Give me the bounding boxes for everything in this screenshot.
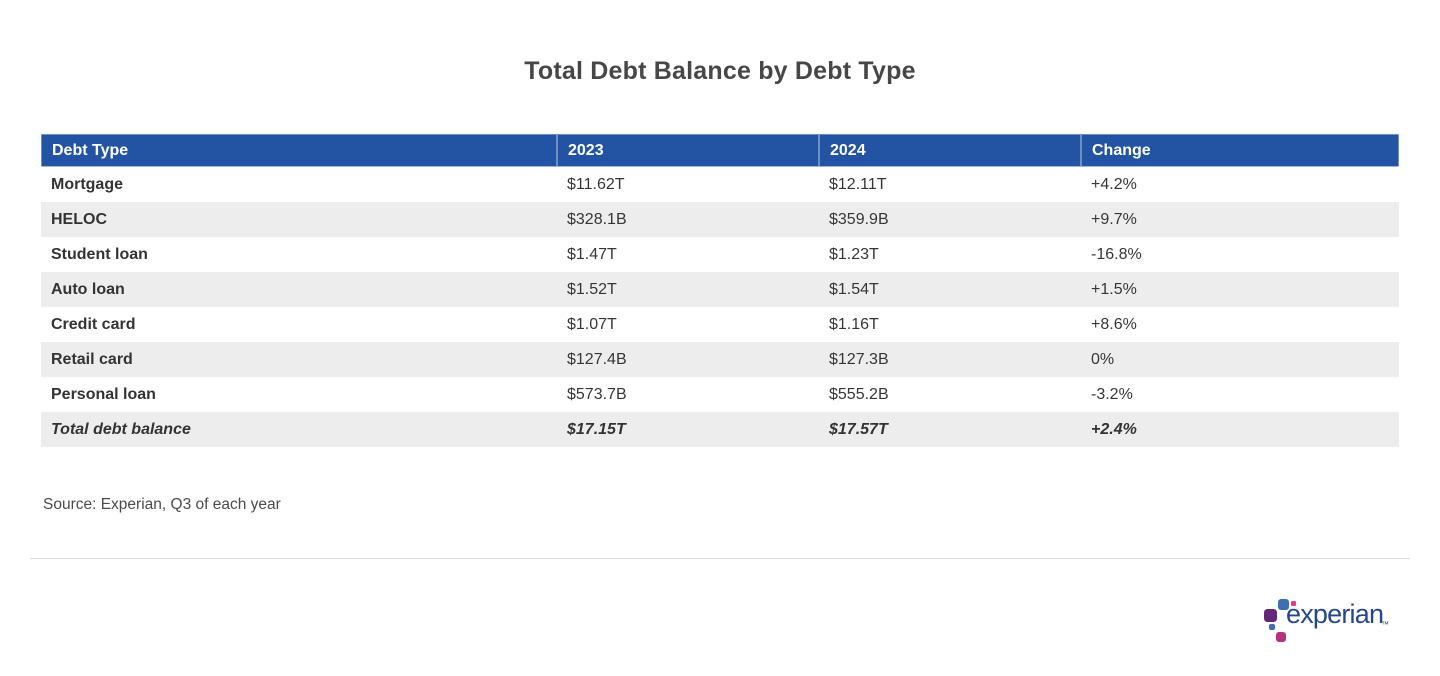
- chart-title: Total Debt Balance by Debt Type: [524, 57, 916, 85]
- cell-change: -3.2%: [1091, 385, 1133, 403]
- cell-2023: $17.15T: [567, 420, 626, 438]
- cell-2023: $127.4B: [567, 350, 627, 368]
- table-header: Debt Type 2023 2024 Change: [40, 133, 1400, 168]
- logo-square-magenta-icon: [1276, 632, 1286, 642]
- cell-2024: $359.9B: [829, 210, 889, 228]
- cell-2023: $11.62T: [567, 176, 625, 193]
- column-header-2023: 2023: [556, 133, 819, 168]
- cell-change: -16.8%: [1091, 245, 1142, 263]
- cell-debt-type: HELOC: [51, 210, 107, 228]
- logo-wordmark: experian: [1286, 599, 1384, 629]
- debt-table: Debt Type 2023 2024 Change Mortgage $11.…: [40, 133, 1400, 447]
- cell-2024: $1.23T: [829, 245, 879, 263]
- table-row-retail-card: Retail card $127.4B $127.3B 0%: [41, 342, 1399, 377]
- cell-change: +9.7%: [1091, 210, 1137, 228]
- cell-2024: $555.2B: [829, 385, 889, 403]
- table-row-credit-card: Credit card $1.07T $1.16T +8.6%: [41, 307, 1399, 342]
- cell-change: +2.4%: [1091, 420, 1137, 438]
- cell-2023: $1.47T: [567, 245, 617, 263]
- experian-logo: experian ™: [1258, 590, 1398, 648]
- cell-2023: $573.7B: [567, 385, 627, 403]
- table-row-student-loan: Student loan $1.47T $1.23T -16.8%: [41, 237, 1399, 272]
- cell-2023: $1.07T: [567, 315, 617, 333]
- cell-debt-type: Student loan: [51, 245, 148, 263]
- divider-line: [30, 558, 1410, 559]
- cell-2023: $328.1B: [567, 210, 627, 228]
- column-header-2024: 2024: [818, 133, 1081, 168]
- cell-2024: $1.54T: [829, 280, 879, 298]
- logo-square-blue-icon: [1278, 599, 1289, 610]
- table-row-total: Total debt balance $17.15T $17.57T +2.4%: [41, 412, 1399, 447]
- cell-debt-type: Personal loan: [51, 385, 156, 403]
- cell-2024: $127.3B: [829, 350, 889, 368]
- cell-debt-type: Credit card: [51, 315, 136, 333]
- logo-square-pink-icon: [1291, 601, 1296, 606]
- header-row: Debt Type 2023 2024 Change: [40, 133, 1400, 168]
- column-header-debt-type: Debt Type: [40, 133, 557, 168]
- logo-square-purple-icon: [1264, 609, 1277, 622]
- table-row-auto-loan: Auto loan $1.52T $1.54T +1.5%: [41, 272, 1399, 307]
- cell-2024: $1.16T: [829, 315, 879, 333]
- cell-change: 0%: [1091, 350, 1115, 368]
- cell-debt-type: Total debt balance: [51, 420, 191, 438]
- cell-change: +8.6%: [1091, 315, 1137, 333]
- table-row-heloc: HELOC $328.1B $359.9B +9.7%: [41, 202, 1399, 237]
- trademark-symbol: ™: [1381, 620, 1389, 629]
- cell-debt-type: Retail card: [51, 350, 133, 368]
- table-row-personal-loan: Personal loan $573.7B $555.2B -3.2%: [41, 377, 1399, 412]
- cell-2024: $17.57T: [829, 420, 888, 438]
- cell-debt-type: Mortgage: [51, 176, 123, 193]
- source-note: Source: Experian, Q3 of each year: [43, 496, 281, 513]
- table-row-mortgage: Mortgage $11.62T $12.11T +4.2%: [41, 167, 1399, 202]
- cell-change: +4.2%: [1091, 176, 1137, 193]
- cell-2024: $12.11T: [829, 176, 887, 193]
- table-body: Mortgage $11.62T $12.11T +4.2% HELOC $32…: [41, 167, 1399, 447]
- logo-square-small-blue-icon: [1269, 624, 1275, 630]
- cell-2023: $1.52T: [567, 280, 617, 298]
- cell-change: +1.5%: [1091, 280, 1137, 298]
- column-header-change: Change: [1080, 133, 1400, 168]
- cell-debt-type: Auto loan: [51, 280, 125, 298]
